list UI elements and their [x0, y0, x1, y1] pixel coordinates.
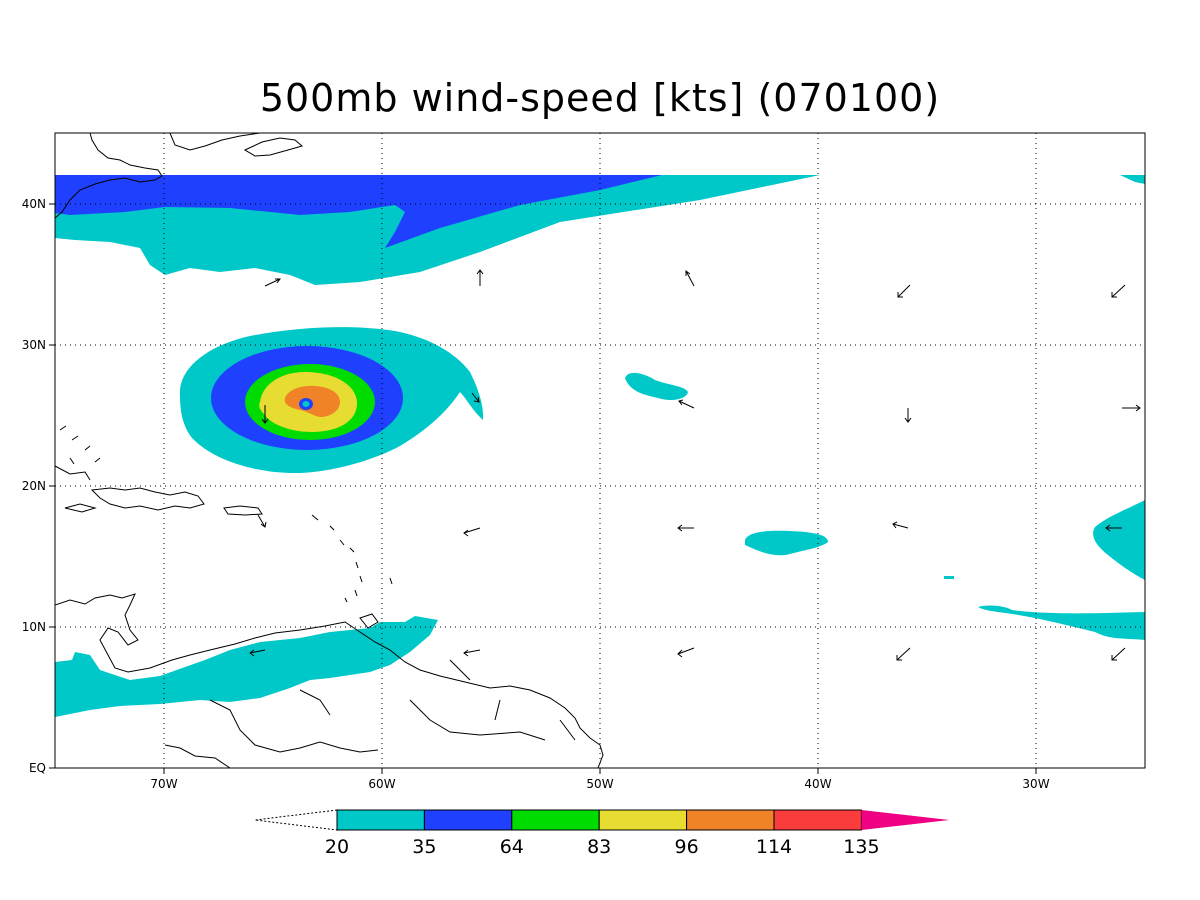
wind-arrow — [897, 284, 911, 298]
patch-east-south — [978, 605, 1145, 640]
coast-cuba — [55, 465, 91, 481]
coast-lesser-antilles — [311, 514, 393, 603]
wind-arrow — [476, 269, 484, 286]
coast-bahamas — [59, 425, 101, 465]
colorbar-label: 114 — [756, 836, 792, 858]
lat-label-eq: EQ — [29, 761, 46, 775]
axis-ticks — [49, 203, 1037, 774]
wind-arrow — [1111, 284, 1126, 298]
wind-arrow — [257, 514, 267, 528]
colorbar-segment — [598, 809, 688, 831]
coast-hispaniola — [90, 487, 205, 511]
colorbar-high-triangle — [861, 810, 950, 830]
colorbar-segment — [686, 809, 775, 831]
colorbar-low-triangle — [254, 809, 338, 831]
colorbar-segment — [423, 809, 513, 831]
wind-arrow — [1105, 524, 1122, 532]
wind-arrow — [261, 405, 269, 424]
map-title: 500mb wind-speed [kts] (070100) — [259, 76, 941, 120]
lon-label-70w: 70W — [150, 777, 177, 791]
colorbar-segment — [773, 809, 862, 831]
lon-label-30w: 30W — [1022, 777, 1049, 791]
southern-band-cyan — [55, 616, 438, 717]
grid-lines — [55, 133, 1145, 768]
wind-arrow — [1122, 404, 1141, 412]
lat-label-10n: 10N — [22, 620, 46, 634]
coast-trinidad — [359, 613, 379, 629]
coast-south-america — [55, 593, 604, 768]
lon-label-50w: 50W — [586, 777, 613, 791]
patch-small — [944, 576, 954, 579]
wind-arrow — [463, 649, 481, 657]
coast-nova-scotia — [243, 137, 304, 157]
lat-label-20n: 20N — [22, 479, 46, 493]
wind-arrow — [685, 270, 695, 287]
wind-arrow — [896, 647, 911, 661]
wind-arrow — [677, 524, 694, 532]
coast-puerto-rico — [223, 505, 263, 516]
jet-band-blue — [55, 175, 662, 248]
lat-label-40n: 40N — [22, 197, 46, 211]
colorbar-segment — [336, 809, 425, 831]
wind-arrow — [471, 392, 480, 403]
patch-central-north — [625, 372, 688, 400]
patch-central-mid — [745, 530, 828, 556]
colorbar-label: 64 — [500, 836, 524, 858]
coast-maritimes — [169, 133, 261, 151]
jet-band-cyan-east — [1120, 175, 1145, 184]
wind-arrow — [1111, 647, 1126, 661]
coast-jamaica — [64, 503, 97, 513]
coast-northeast-us — [55, 133, 163, 219]
lon-label-40w: 40W — [804, 777, 831, 791]
colorbar-labels: 20 35 64 83 96 114 135 — [325, 836, 880, 858]
wind-arrow — [677, 647, 695, 658]
wind-arrow — [892, 521, 909, 529]
cyclone-eye — [302, 401, 310, 407]
coast-venezuela-interior — [209, 689, 546, 753]
patch-east-mid — [1093, 500, 1145, 580]
wind-arrow — [678, 399, 695, 409]
lat-label-30n: 30N — [22, 338, 46, 352]
colorbar-label: 96 — [675, 836, 699, 858]
colorbar-label: 135 — [843, 836, 879, 858]
coastlines — [55, 133, 604, 768]
wind-arrow — [904, 408, 912, 423]
wind-arrows — [249, 269, 1141, 661]
colorbar-label: 83 — [587, 836, 611, 858]
coast-inland-borders — [164, 659, 576, 768]
colorbar-label: 35 — [412, 836, 436, 858]
longitude-labels: 70W 60W 50W 40W 30W — [150, 777, 1049, 791]
latitude-labels: EQ 10N 20N 30N 40N — [22, 197, 46, 775]
wind-arrow — [264, 278, 281, 287]
lon-label-60w: 60W — [368, 777, 395, 791]
wind-contours — [55, 175, 1145, 717]
colorbar — [254, 809, 950, 831]
wind-arrow — [249, 649, 266, 657]
colorbar-label: 20 — [325, 836, 349, 858]
wind-arrow — [463, 527, 481, 537]
colorbar-segment — [511, 809, 600, 831]
